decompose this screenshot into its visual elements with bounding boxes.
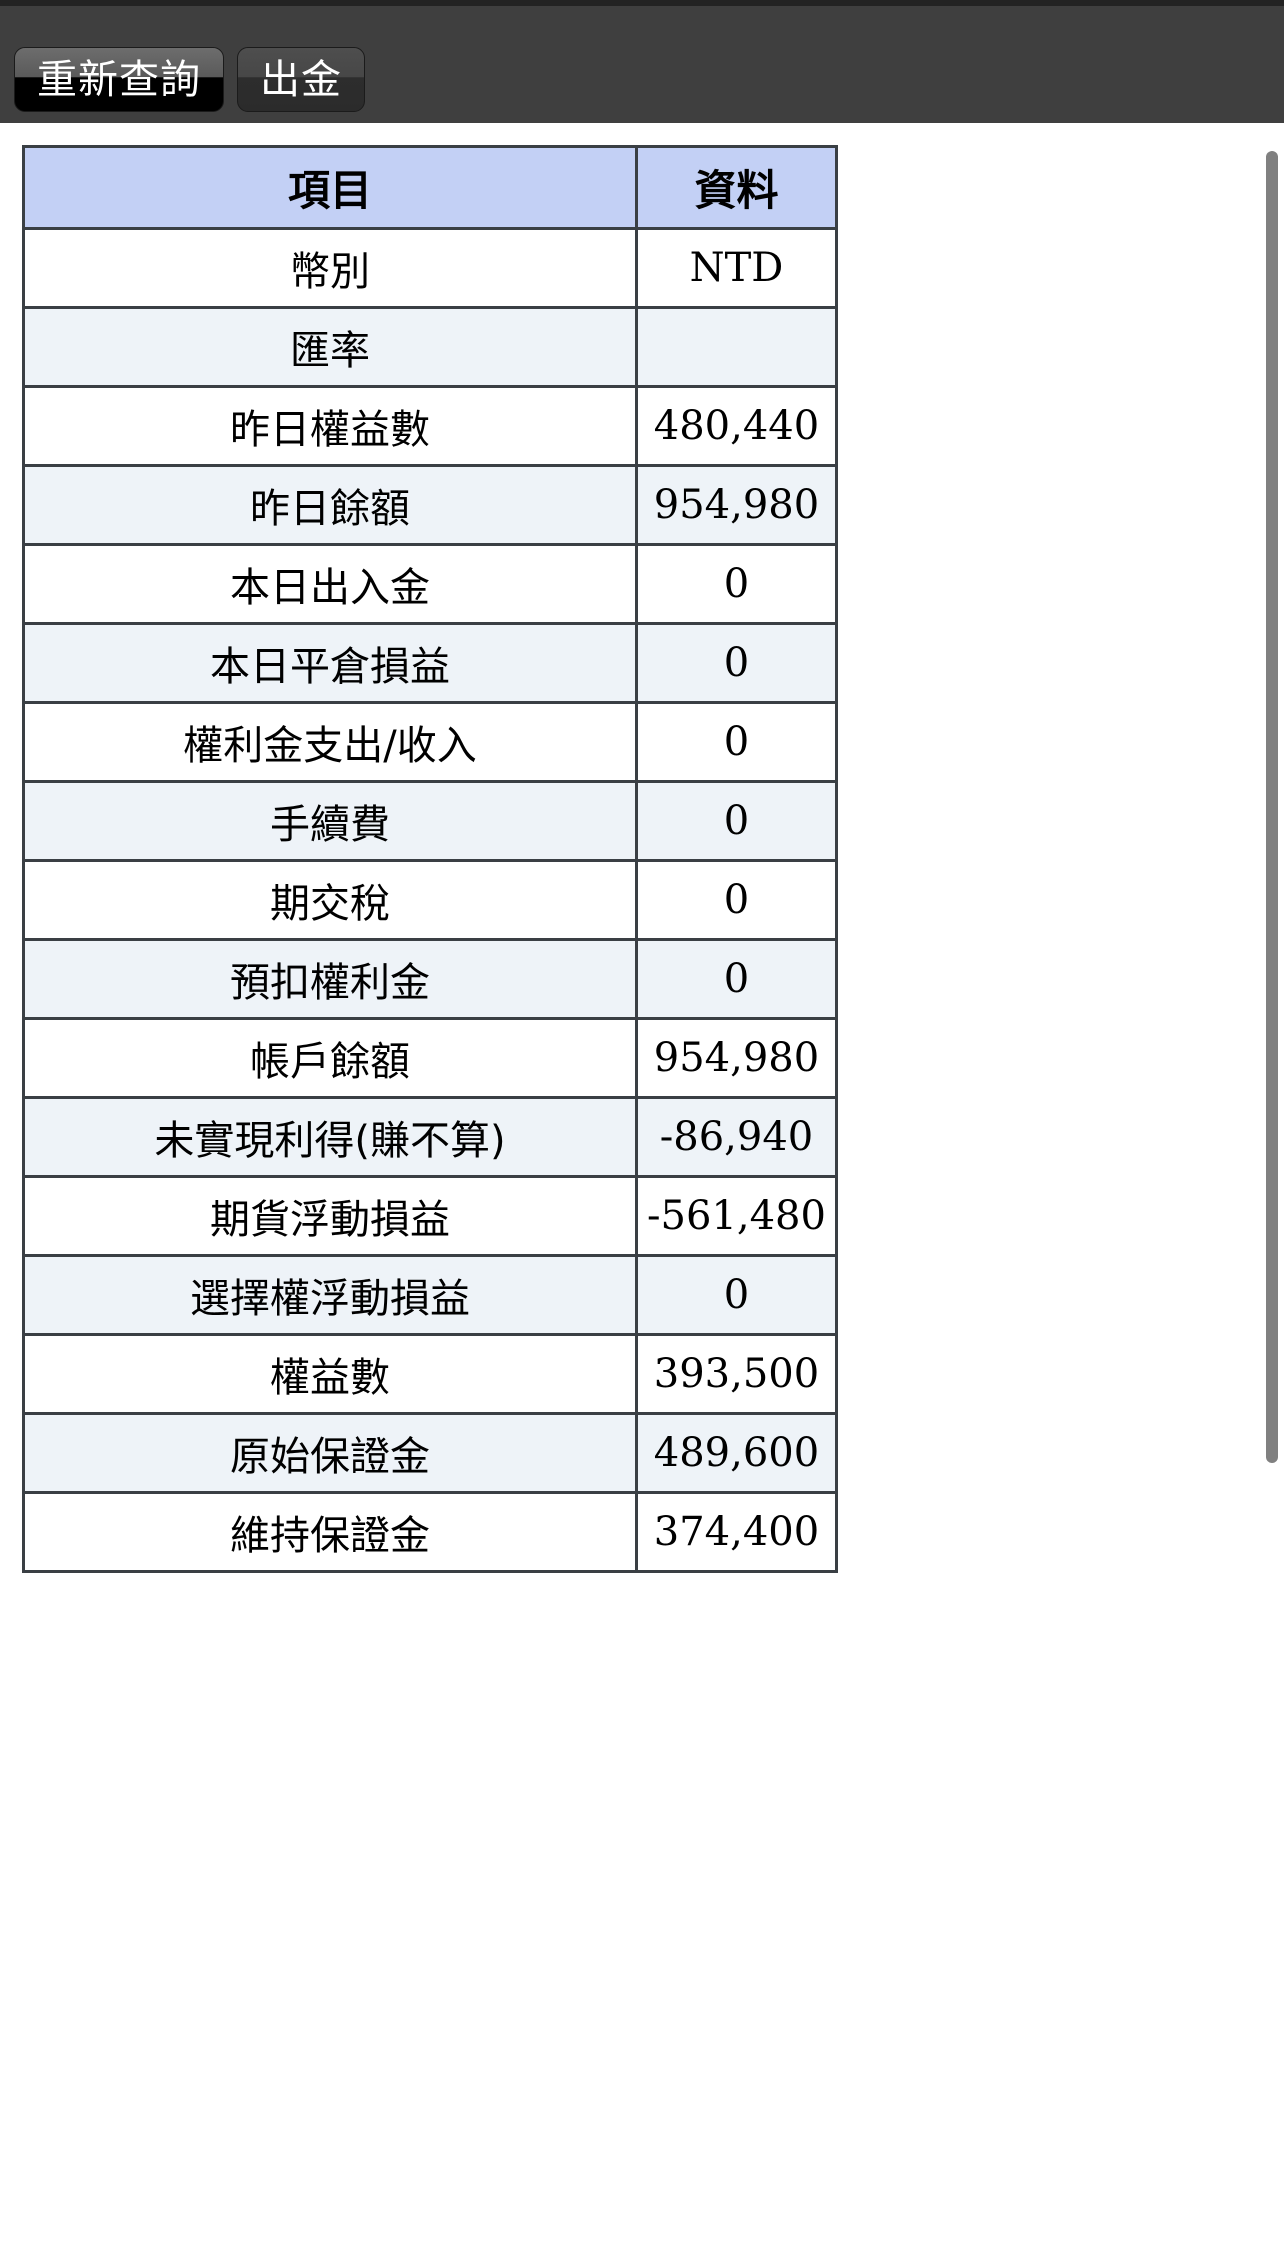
- account-balance-table: 項目 資料 幣別 NTD 匯率 昨日權益數 480,440 昨日餘額 954,980 本日出入…: [22, 145, 838, 1573]
- row-value: 0: [635, 938, 838, 1020]
- row-value: 954,980: [635, 464, 838, 546]
- vertical-scrollbar-thumb[interactable]: [1266, 151, 1278, 1463]
- row-value: 0: [635, 859, 838, 941]
- row-label: 預扣權利金: [22, 938, 638, 1020]
- top-toolbar: 重新查詢 出金: [0, 0, 1284, 123]
- row-label: 匯率: [22, 306, 638, 388]
- row-label: 權利金支出/收入: [22, 701, 638, 783]
- row-label: 本日平倉損益: [22, 622, 638, 704]
- row-value: NTD: [635, 227, 838, 309]
- table-row: 本日平倉損益 0: [22, 622, 838, 704]
- row-value: 0: [635, 622, 838, 704]
- column-header-data: 資料: [635, 145, 838, 230]
- row-value: 0: [635, 1254, 838, 1336]
- table-row: 權益數 393,500: [22, 1333, 838, 1415]
- table-row: 預扣權利金 0: [22, 938, 838, 1020]
- table-body: 幣別 NTD 匯率 昨日權益數 480,440 昨日餘額 954,980 本日出入金 0 本日平倉…: [22, 227, 838, 1573]
- row-label: 期貨浮動損益: [22, 1175, 638, 1257]
- row-value: 0: [635, 780, 838, 862]
- table-row: 匯率: [22, 306, 838, 388]
- refresh-query-button[interactable]: 重新查詢: [14, 47, 224, 112]
- table-row: 選擇權浮動損益 0: [22, 1254, 838, 1336]
- row-value: 480,440: [635, 385, 838, 467]
- table-row: 未實現利得(賺不算) -86,940: [22, 1096, 838, 1178]
- table-row: 昨日餘額 954,980: [22, 464, 838, 546]
- row-value: -561,480: [635, 1175, 838, 1257]
- row-label: 原始保證金: [22, 1412, 638, 1494]
- table-row: 手續費 0: [22, 780, 838, 862]
- vertical-scrollbar-track[interactable]: [1266, 123, 1284, 2255]
- table-row: 維持保證金 374,400: [22, 1491, 838, 1573]
- row-value: 0: [635, 701, 838, 783]
- row-label: 昨日餘額: [22, 464, 638, 546]
- row-label: 本日出入金: [22, 543, 638, 625]
- row-label: 幣別: [22, 227, 638, 309]
- row-label: 期交稅: [22, 859, 638, 941]
- content-area: 項目 資料 幣別 NTD 匯率 昨日權益數 480,440 昨日餘額 954,980 本日出入…: [0, 123, 1284, 2255]
- row-label: 選擇權浮動損益: [22, 1254, 638, 1336]
- column-header-item: 項目: [22, 145, 638, 230]
- table-row: 帳戶餘額 954,980: [22, 1017, 838, 1099]
- row-label: 維持保證金: [22, 1491, 638, 1573]
- table-header-row: 項目 資料: [22, 145, 838, 230]
- toolbar-button-group: 重新查詢 出金: [14, 47, 365, 112]
- row-value: 374,400: [635, 1491, 838, 1573]
- table-header: 項目 資料: [22, 145, 838, 230]
- row-value: 0: [635, 543, 838, 625]
- row-value: -86,940: [635, 1096, 838, 1178]
- table-row: 本日出入金 0: [22, 543, 838, 625]
- table-row: 原始保證金 489,600: [22, 1412, 838, 1494]
- row-value: 489,600: [635, 1412, 838, 1494]
- row-label: 帳戶餘額: [22, 1017, 638, 1099]
- row-label: 權益數: [22, 1333, 638, 1415]
- table-row: 期貨浮動損益 -561,480: [22, 1175, 838, 1257]
- row-label: 手續費: [22, 780, 638, 862]
- row-value: 393,500: [635, 1333, 838, 1415]
- table-row: 昨日權益數 480,440: [22, 385, 838, 467]
- row-label: 未實現利得(賺不算): [22, 1096, 638, 1178]
- row-label: 昨日權益數: [22, 385, 638, 467]
- row-value: 954,980: [635, 1017, 838, 1099]
- table-row: 權利金支出/收入 0: [22, 701, 838, 783]
- withdraw-button[interactable]: 出金: [237, 47, 365, 112]
- table-row: 幣別 NTD: [22, 227, 838, 309]
- row-value: [635, 306, 838, 388]
- table-row: 期交稅 0: [22, 859, 838, 941]
